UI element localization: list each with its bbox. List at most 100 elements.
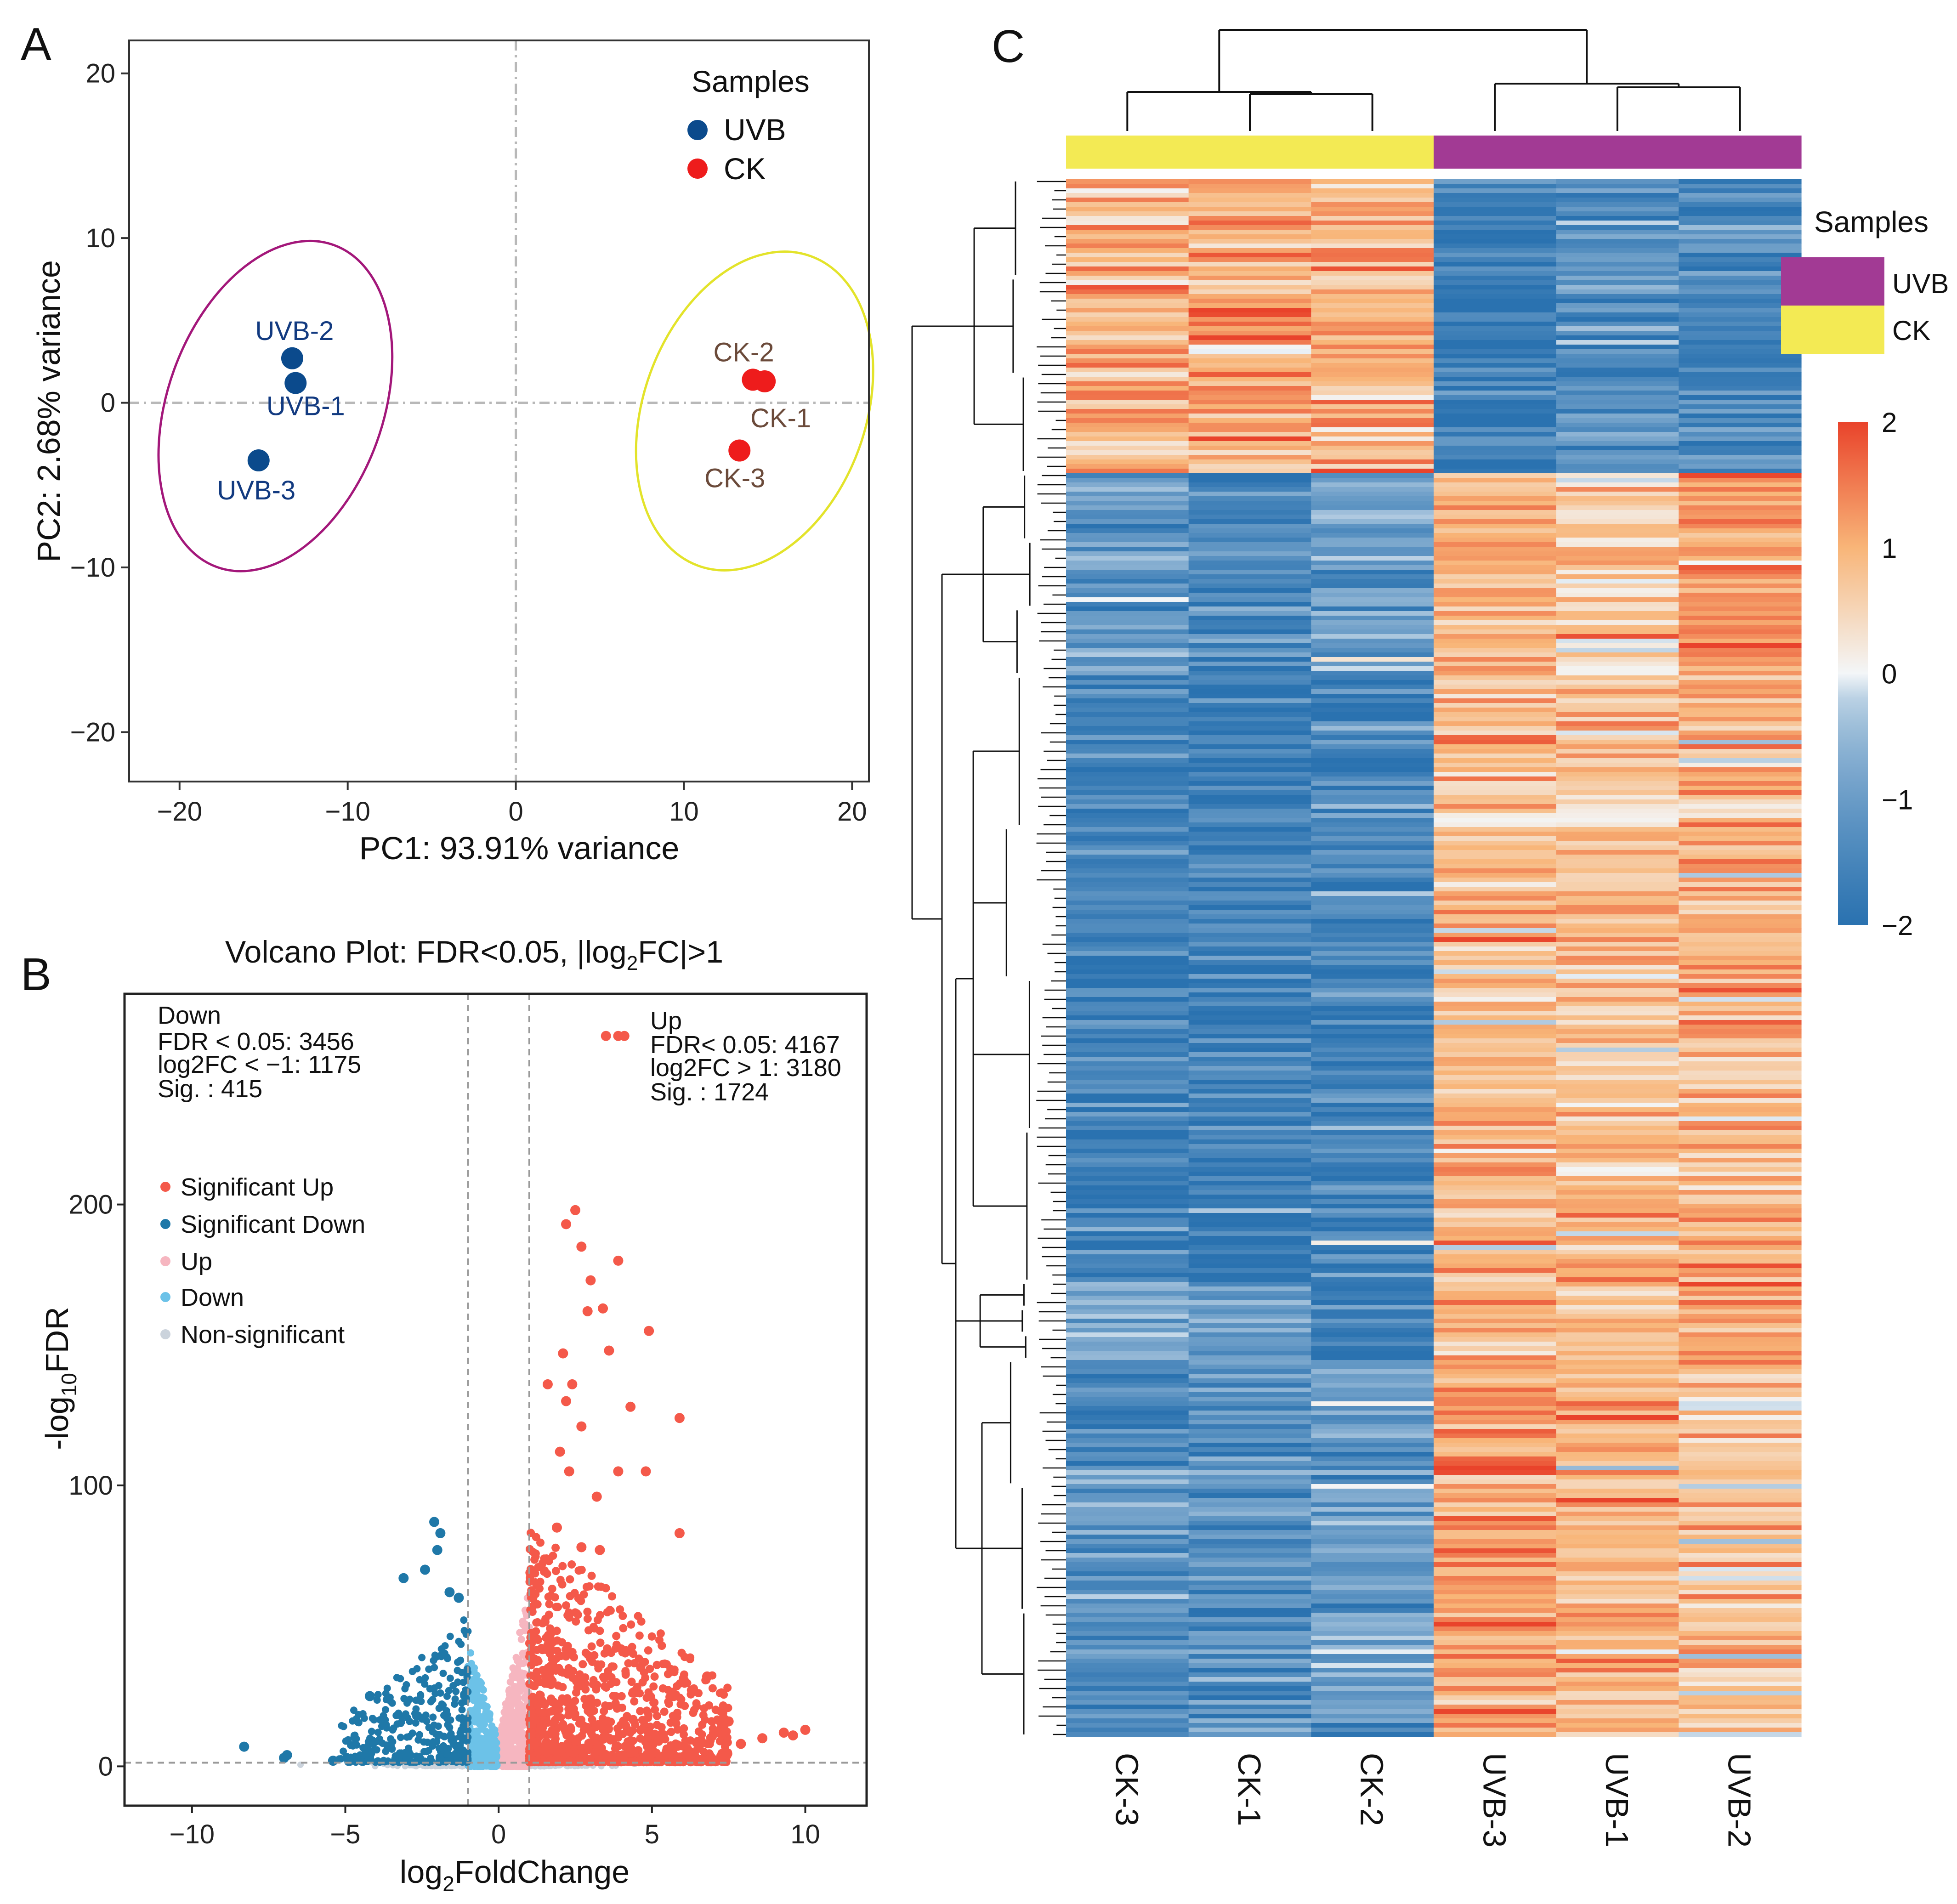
volcano-point-sig-up [717,1749,726,1757]
heatmap-cell [1434,1071,1556,1076]
heatmap-cell [1189,1530,1311,1535]
volcano-x-axis-title: log2FoldChange [400,1854,630,1896]
heatmap-cell [1189,1029,1311,1034]
heatmap-cell [1311,864,1434,869]
heatmap-cell [1311,538,1434,543]
heatmap-cell [1189,1461,1311,1466]
heatmap-cell [1556,285,1679,290]
volcano-point-sig-up [553,1626,561,1635]
heatmap-cell [1066,799,1189,805]
heatmap-cell [1556,1558,1679,1563]
heatmap-cell [1434,694,1556,699]
heatmap-cell [1066,312,1189,317]
volcano-point-sig-up [563,1739,572,1747]
volcano-point-sig-down [449,1682,457,1689]
heatmap-cell [1434,1342,1556,1347]
heatmap-cell [1189,266,1311,272]
heatmap-cell [1679,1452,1801,1457]
heatmap-cell [1679,910,1801,915]
heatmap-cell [1189,1199,1311,1204]
heatmap-cell [1679,1080,1801,1085]
heatmap-cell [1189,1011,1311,1016]
heatmap-cell [1311,271,1434,276]
heatmap-cell [1066,666,1189,671]
heatmap-cell [1311,1374,1434,1379]
volcano-point-sig-up [567,1723,575,1731]
pca-x-axis-title: PC1: 93.91% variance [359,830,680,866]
volcano-point-sig-down [429,1728,436,1735]
heatmap-cell [1679,446,1801,451]
heatmap-cell [1066,1162,1189,1167]
heatmap-cell [1434,234,1556,239]
heatmap-cell [1679,1512,1801,1517]
heatmap-cell [1679,1094,1801,1099]
heatmap-cell [1066,1121,1189,1126]
heatmap-cell [1189,1089,1311,1094]
heatmap-cell [1189,878,1311,883]
heatmap-cell [1434,1525,1556,1530]
volcano-point-sig-down-outlier [435,1528,445,1538]
heatmap-cell [1311,666,1434,671]
heatmap-cell [1189,1328,1311,1333]
heatmap-cell [1066,988,1189,993]
heatmap-cell [1189,1038,1311,1043]
heatmap-cell [1189,992,1311,997]
volcano-point-sig-down [431,1664,438,1671]
heatmap-cell [1066,1590,1189,1595]
heatmap-cell [1066,1204,1189,1209]
heatmap-cell [1679,1374,1801,1379]
volcano-point-sig-up [556,1576,565,1584]
volcano-legend-marker-down [160,1292,170,1302]
heatmap-cell [1066,1613,1189,1618]
heatmap-cell [1189,974,1311,979]
heatmap-cell [1434,1103,1556,1108]
heatmap-cell [1189,202,1311,207]
heatmap-cell [1434,340,1556,345]
heatmap-cell [1066,942,1189,947]
heatmap-cell [1679,1112,1801,1117]
heatmap-cell [1066,409,1189,414]
heatmap-cell [1066,492,1189,497]
heatmap-cell [1311,188,1434,193]
heatmap-cell [1311,294,1434,299]
volcano-point-sig-down-outlier [398,1573,408,1583]
volcano-point-sig-down [420,1758,427,1765]
pca-legend-title: Samples [692,64,810,98]
heatmap-cell [1311,432,1434,437]
heatmap-cell [1556,868,1679,873]
volcano-point-sig-down [447,1717,454,1724]
heatmap-cell [1066,717,1189,722]
heatmap-cell [1434,358,1556,363]
heatmap-cell [1434,289,1556,295]
heatmap-cell [1679,1084,1801,1089]
heatmap-cell [1434,331,1556,336]
heatmap-cell [1066,202,1189,207]
heatmap-cell [1679,1227,1801,1232]
volcano-point-sig-up-outlier [800,1725,811,1735]
heatmap-cell [1679,1245,1801,1250]
heatmap-cell [1066,965,1189,970]
volcano-point-sig-up [533,1702,542,1710]
volcano-point-sig-up [572,1689,580,1697]
heatmap-cell [1066,850,1189,855]
heatmap-cell [1189,740,1311,745]
volcano-point-sig-up [603,1608,612,1616]
heatmap-cell [1679,629,1801,635]
heatmap-cell [1066,1608,1189,1613]
heatmap-cell [1311,1571,1434,1576]
heatmap-cell [1066,1328,1189,1333]
heatmap-cell [1556,666,1679,671]
heatmap-cell [1311,933,1434,938]
heatmap-cell [1434,1264,1556,1269]
heatmap-cell [1556,1286,1679,1292]
heatmap-cell [1679,1562,1801,1567]
heatmap-cell [1066,1351,1189,1356]
volcano-point-down [479,1725,487,1732]
heatmap-cell [1556,1185,1679,1190]
heatmap-cell [1066,308,1189,313]
heatmap-cell [1556,381,1679,386]
volcano-point-sig-up [587,1705,596,1713]
heatmap-cell [1434,1245,1556,1250]
heatmap-cell [1189,859,1311,864]
volcano-point-sig-up-outlier [583,1306,593,1316]
